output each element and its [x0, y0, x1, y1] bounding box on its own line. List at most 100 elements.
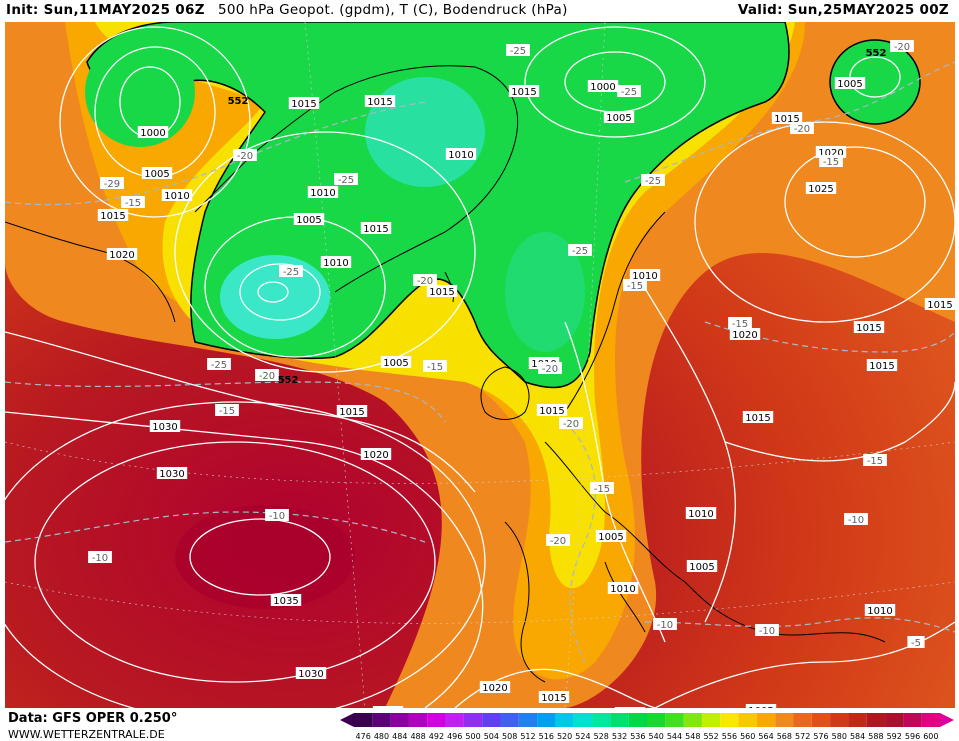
svg-text:1015: 1015	[291, 99, 316, 110]
svg-text:1010: 1010	[688, 509, 713, 520]
isobar-label: 1010	[320, 256, 352, 269]
green-low-ne	[829, 39, 921, 125]
svg-text:-25: -25	[621, 87, 637, 98]
isobar-label: 1015	[508, 85, 540, 98]
isobar-label: 1005	[603, 111, 635, 124]
isobar-label: 1020	[729, 328, 761, 341]
color-scale: 476 480 484 488 492 496 500 504 508 512 516 520 524 5…	[340, 713, 954, 741]
temperature-label: -15	[215, 404, 239, 417]
scale-swatch	[903, 713, 922, 727]
isobar-label: 1025	[372, 706, 404, 708]
svg-text:-25: -25	[510, 46, 526, 57]
svg-text:-20: -20	[237, 151, 253, 162]
scale-tick-label: 588	[868, 732, 883, 741]
isotherms	[5, 61, 955, 663]
svg-text:1010: 1010	[610, 584, 635, 595]
svg-text:1005: 1005	[689, 562, 714, 573]
svg-text:1020: 1020	[732, 330, 757, 341]
svg-text:1015: 1015	[339, 407, 364, 418]
scale-swatch	[756, 713, 776, 727]
svg-text:-15: -15	[427, 362, 443, 373]
svg-text:-20: -20	[894, 42, 910, 53]
svg-text:-25: -25	[211, 360, 227, 371]
temperature-label: -15	[121, 196, 145, 209]
isobar-label: 1010	[307, 186, 339, 199]
svg-text:-10: -10	[759, 626, 775, 637]
scale-swatch	[372, 713, 391, 727]
scale-tick-label: 556	[722, 732, 737, 741]
geopotential-label: 552	[228, 96, 249, 107]
temperature-label: -20	[559, 417, 583, 430]
scale-swatch	[354, 713, 373, 727]
scale-tick-label: 516	[539, 732, 554, 741]
svg-text:1000: 1000	[590, 82, 615, 93]
header-bar: Init: Sun,11MAY2025 06Z 500 hPa Geopot. …	[0, 0, 959, 22]
temperature-label: -20	[538, 362, 562, 375]
svg-text:1010: 1010	[448, 150, 473, 161]
isobar-label: 1015	[924, 298, 955, 311]
svg-text:-25: -25	[645, 176, 661, 187]
scale-tick-label: 592	[887, 732, 902, 741]
svg-text:1015: 1015	[511, 87, 536, 98]
isobar-label: 1025	[805, 182, 837, 195]
isobar-label: 1010	[607, 582, 639, 595]
svg-text:1015: 1015	[927, 300, 952, 311]
svg-text:-10: -10	[657, 620, 673, 631]
temperature-label: -10	[88, 551, 112, 564]
svg-text:1030: 1030	[159, 469, 184, 480]
coastlines	[5, 65, 886, 683]
svg-text:-10: -10	[269, 511, 285, 522]
temperature-label: -25	[568, 244, 592, 257]
isobar-label: 1020	[106, 248, 138, 261]
isobar-label: 1005	[380, 356, 412, 369]
weather-map: 1000 1005 1010 1015 1020 1030 1030 1035 1030 1025…	[5, 22, 955, 708]
geopotential-labels: 552 552 552	[228, 48, 887, 386]
isobar-label: 1010	[445, 148, 477, 161]
chart-title: 500 hPa Geopot. (gpdm), T (C), Bodendruc…	[218, 2, 568, 18]
temperature-label: -25	[334, 173, 358, 186]
temperature-label: -10	[844, 513, 868, 526]
scale-swatch	[793, 713, 812, 727]
isobar-label: 1000	[137, 126, 169, 139]
temperature-label: -20	[255, 369, 279, 382]
svg-text:1005: 1005	[144, 169, 169, 180]
isobar-label: 1005	[293, 213, 325, 226]
scale-swatch	[427, 713, 446, 727]
scale-swatch	[683, 713, 702, 727]
scale-tick-label: 568	[777, 732, 792, 741]
svg-text:1015: 1015	[429, 287, 454, 298]
temperature-label: -15	[863, 454, 887, 467]
scale-swatch	[830, 713, 849, 727]
scale-swatch	[463, 713, 483, 727]
scale-swatch	[665, 713, 684, 727]
scale-tick-label: 580	[832, 732, 847, 741]
temperature-label: -10	[755, 624, 779, 637]
svg-text:1015: 1015	[541, 693, 566, 704]
isobar-label: 1005	[686, 560, 718, 573]
scale-swatch	[390, 713, 409, 727]
isobar-label: 1005	[141, 167, 173, 180]
svg-text:-20: -20	[550, 536, 566, 547]
trough-core-iceland	[220, 255, 330, 339]
scale-swatch	[482, 713, 501, 727]
svg-text:1015: 1015	[363, 224, 388, 235]
svg-text:-15: -15	[125, 198, 141, 209]
high-core-azores	[175, 505, 355, 609]
temperature-label: -15	[590, 482, 614, 495]
isobar-label: 1010	[864, 604, 896, 617]
scale-tick-label: 584	[850, 732, 865, 741]
svg-text:1010: 1010	[310, 188, 335, 199]
scale-swatch	[537, 713, 556, 727]
scale-tick-label: 564	[758, 732, 773, 741]
scale-arrow-right	[940, 713, 954, 727]
svg-text:-29: -29	[104, 179, 120, 190]
svg-text:-5: -5	[911, 638, 921, 649]
isobar-label: 1010	[685, 507, 717, 520]
temperature-label: -20	[413, 274, 437, 287]
scale-tick-label: 600	[923, 732, 938, 741]
scale-swatch	[866, 713, 886, 727]
scale-swatch	[610, 713, 629, 727]
isobar-label: 1010	[161, 189, 193, 202]
temperature-label: -25	[207, 358, 231, 371]
isobar-label: 1015	[742, 411, 774, 424]
